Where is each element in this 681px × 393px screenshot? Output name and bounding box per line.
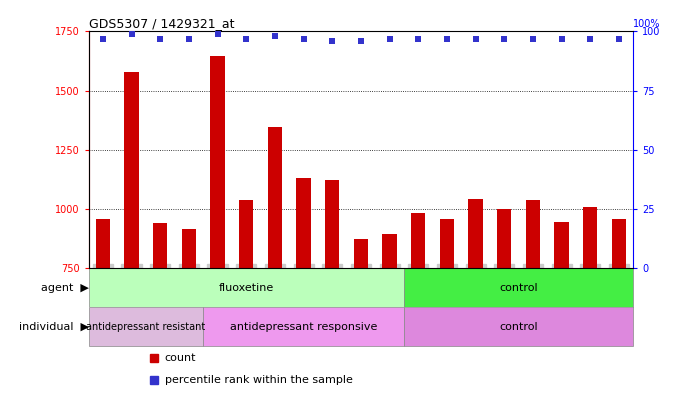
- Text: percentile rank within the sample: percentile rank within the sample: [165, 375, 353, 385]
- Bar: [411, 213, 426, 393]
- Bar: [210, 56, 225, 393]
- Text: control: control: [499, 283, 538, 293]
- Bar: [203, 307, 404, 346]
- Text: control: control: [499, 321, 538, 332]
- Bar: [526, 200, 540, 393]
- Bar: [153, 223, 168, 393]
- Bar: [404, 307, 633, 346]
- Bar: [554, 222, 569, 393]
- Bar: [583, 207, 597, 393]
- Bar: [404, 268, 633, 307]
- Bar: [125, 72, 139, 393]
- Bar: [268, 127, 282, 393]
- Text: count: count: [165, 353, 196, 363]
- Text: antidepressant responsive: antidepressant responsive: [230, 321, 377, 332]
- Bar: [89, 307, 203, 346]
- Text: GDS5307 / 1429321_at: GDS5307 / 1429321_at: [89, 17, 234, 30]
- Bar: [182, 230, 196, 393]
- Bar: [353, 239, 368, 393]
- Bar: [497, 209, 511, 393]
- Bar: [325, 180, 339, 393]
- Bar: [612, 219, 626, 393]
- Bar: [469, 198, 483, 393]
- Bar: [296, 178, 311, 393]
- Text: individual  ▶: individual ▶: [18, 321, 89, 332]
- Bar: [96, 219, 110, 393]
- Text: antidepressant resistant: antidepressant resistant: [86, 321, 206, 332]
- Bar: [383, 234, 397, 393]
- Text: fluoxetine: fluoxetine: [219, 283, 274, 293]
- Text: agent  ▶: agent ▶: [41, 283, 89, 293]
- Bar: [440, 219, 454, 393]
- Bar: [89, 268, 404, 307]
- Text: 100%: 100%: [633, 19, 661, 29]
- Bar: [239, 200, 253, 393]
